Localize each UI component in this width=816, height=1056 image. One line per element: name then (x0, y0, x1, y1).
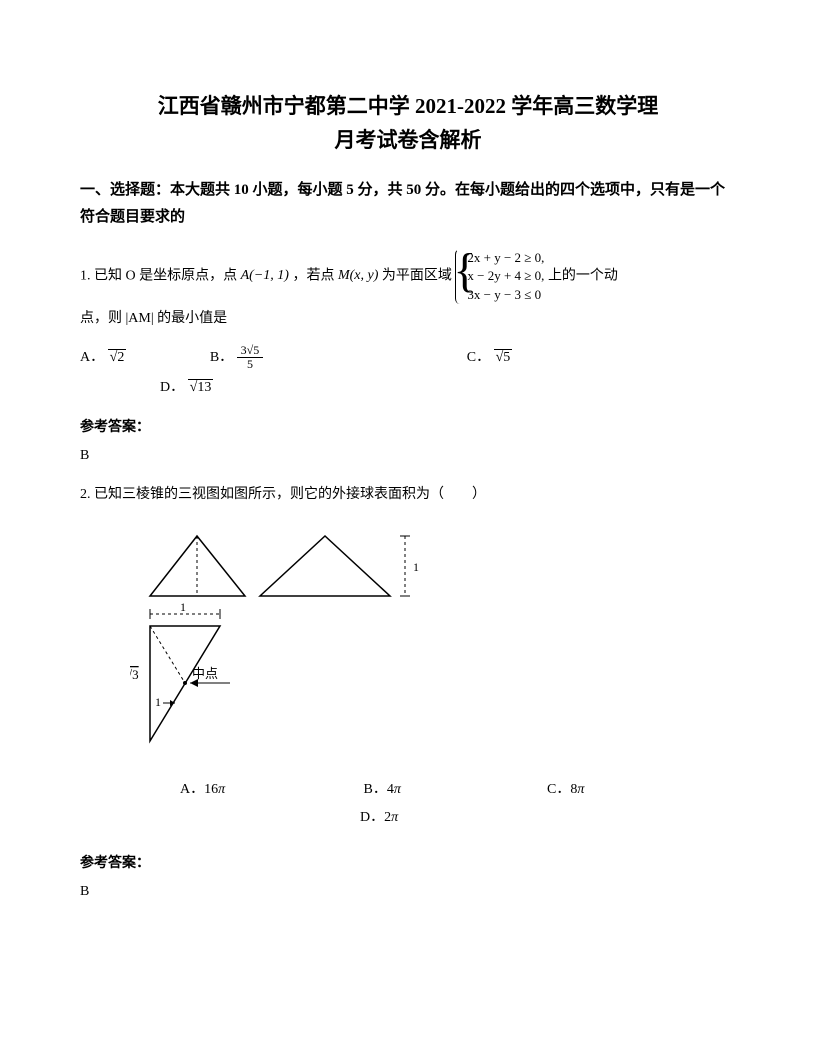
pi-icon: π (391, 810, 398, 825)
sqrt3-label: √3 (130, 667, 139, 682)
q1-text-2: ，若点 (292, 269, 334, 284)
title-line1: 江西省赣州市宁都第二中学 2021-2022 学年高三数学理 (80, 90, 736, 124)
q1-option-d: D． √13 (160, 373, 213, 404)
pi-icon: π (577, 782, 584, 797)
triangle-side (260, 536, 390, 596)
q2-opt-d-label: D．2 (360, 810, 391, 825)
three-view-diagram-svg: 1 1 中点 √3 1 (130, 526, 450, 756)
dim-1-label-left: 1 (155, 695, 161, 709)
q1-option-a: A． √2 (80, 343, 126, 374)
q1-text-4: 上的一个动 (548, 269, 618, 284)
opt-d-label: D． (160, 380, 184, 395)
opt-a-value: √2 (108, 349, 127, 365)
q2-diagram: 1 1 中点 √3 1 (130, 526, 450, 756)
q1-options: A． √2 B． 3√5 5 C． √5 D． √13 (80, 343, 736, 405)
midpoint-dot (183, 681, 187, 685)
q2-opt-b-label: B．4 (364, 782, 394, 797)
q2-opt-a-label: A．16 (180, 782, 218, 797)
pi-icon: π (394, 782, 401, 797)
constraint-1: 2x + y − 2 ≥ 0, (467, 249, 544, 267)
q1-text-3: 为平面区域 (382, 269, 452, 284)
dim-1-label-right: 1 (413, 560, 419, 574)
constraint-system: { 2x + y − 2 ≥ 0, x − 2y + 4 ≥ 0, 3x − y… (455, 249, 544, 304)
midpoint-label: 中点 (192, 666, 218, 681)
q2-answer-label: 参考答案： (80, 852, 736, 872)
opt-b-label: B． (210, 350, 233, 365)
question-1: 1. 已知 O 是坐标原点，点 A(−1, 1) ，若点 M(x, y) 为平面… (80, 249, 736, 334)
section-1-header: 一、选择题：本大题共 10 小题，每小题 5 分，共 50 分。在每小题给出的四… (80, 177, 736, 231)
q1-answer-label: 参考答案： (80, 416, 736, 436)
q2-options: A．16π B．4π C．8π D．2π (180, 776, 736, 832)
dim-1-label-top: 1 (180, 600, 186, 614)
opt-b-frac: 3√5 5 (237, 344, 264, 371)
q2-option-d: D．2π (360, 804, 540, 832)
exam-title: 江西省赣州市宁都第二中学 2021-2022 学年高三数学理 月考试卷含解析 (80, 90, 736, 157)
q1-point-a: A(−1, 1) (241, 261, 289, 292)
opt-c-value: √5 (494, 349, 513, 365)
q2-option-a: A．16π (180, 776, 360, 804)
q1-point-m: M(x, y) (338, 261, 378, 292)
constraint-3: 3x − y − 3 ≤ 0 (467, 286, 544, 304)
opt-d-value: √13 (188, 379, 214, 395)
opt-c-label: C． (467, 350, 490, 365)
brace-icon: { (453, 249, 476, 304)
constraint-2: x − 2y + 4 ≥ 0, (467, 267, 544, 285)
opt-b-den: 5 (237, 358, 264, 371)
title-line2: 月考试卷含解析 (80, 124, 736, 158)
pi-icon: π (218, 782, 225, 797)
q1-option-c: C． √5 (467, 343, 513, 374)
opt-a-label: A． (80, 350, 104, 365)
dashed-to-midpoint (150, 626, 185, 683)
opt-b-num: 3√5 (237, 344, 264, 358)
q2-option-b: B．4π (364, 776, 544, 804)
q2-opt-c-label: C．8 (547, 782, 577, 797)
q1-text-line2: 点，则 |AM| 的最小值是 (80, 304, 736, 335)
q1-text-1: 1. 已知 O 是坐标原点，点 (80, 269, 237, 284)
q1-answer: B (80, 448, 736, 464)
q1-option-b: B． 3√5 5 (210, 343, 263, 374)
question-2: 2. 已知三棱锥的三视图如图所示，则它的外接球表面积为（ ） (80, 480, 736, 511)
q2-option-c: C．8π (547, 776, 727, 804)
q2-answer: B (80, 884, 736, 900)
